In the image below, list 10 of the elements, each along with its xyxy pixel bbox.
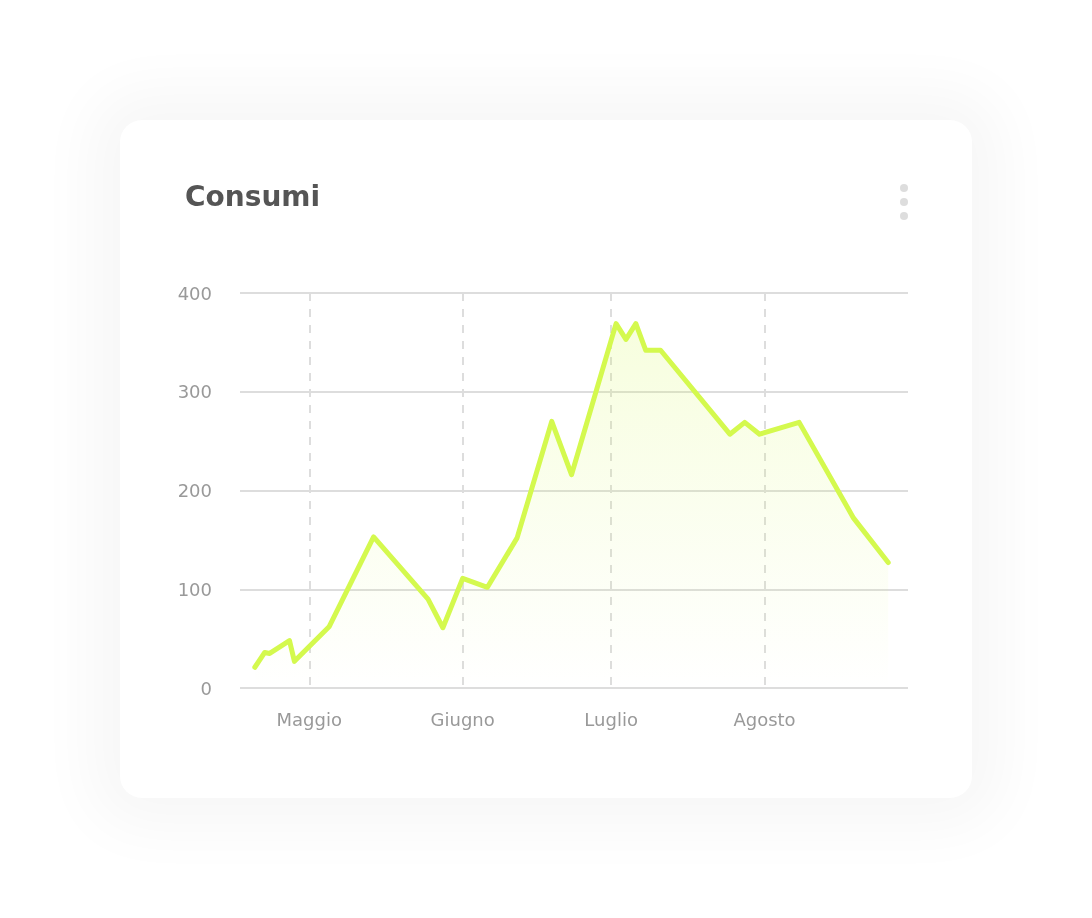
x-tick-label: Giugno [430, 708, 495, 730]
y-tick-label: 100 [177, 578, 212, 600]
x-tick-label: Luglio [584, 708, 638, 730]
y-tick-label: 300 [177, 381, 212, 403]
x-tick-label: Agosto [733, 708, 796, 730]
y-tick-label: 200 [177, 480, 212, 501]
y-tick-label: 400 [177, 282, 212, 304]
x-tick-label: Maggio [276, 708, 342, 730]
chart-title: Consumi [185, 180, 321, 213]
y-tick-label: 0 [200, 677, 212, 699]
